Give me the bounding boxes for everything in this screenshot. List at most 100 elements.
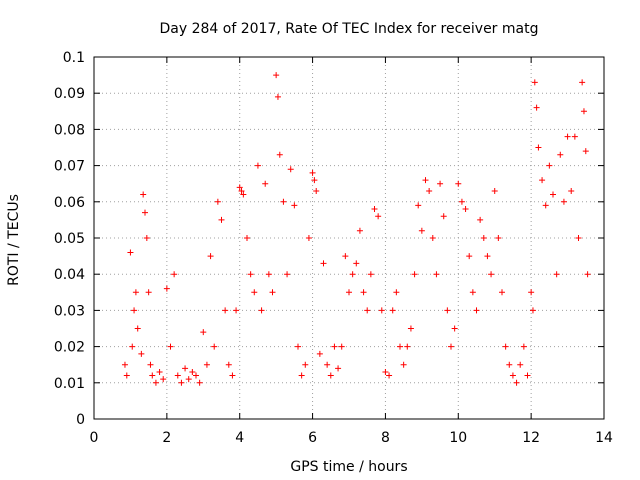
data-point <box>222 307 229 314</box>
y-tick-label: 0.02 <box>54 340 85 356</box>
data-point <box>568 187 575 194</box>
data-point <box>211 343 218 350</box>
data-point <box>265 271 272 278</box>
data-point <box>129 343 136 350</box>
data-point <box>254 162 261 169</box>
data-point <box>238 187 245 194</box>
data-point <box>560 198 567 205</box>
data-point <box>397 343 403 350</box>
data-point <box>178 379 185 386</box>
data-point <box>367 271 374 278</box>
data-point <box>371 206 378 213</box>
data-point <box>244 235 250 241</box>
data-point <box>236 184 243 191</box>
data-point <box>575 235 582 241</box>
data-point <box>451 325 458 332</box>
data-point <box>546 162 553 169</box>
data-point <box>440 213 447 220</box>
data-point <box>214 198 221 205</box>
data-point <box>480 235 487 241</box>
data-point <box>193 372 199 379</box>
y-tick-label: 0.09 <box>54 86 85 102</box>
data-point <box>149 372 156 379</box>
y-axis-label: ROTI / TECUs <box>6 194 22 286</box>
data-point <box>529 307 536 314</box>
data-point <box>539 177 546 184</box>
data-point <box>382 368 389 375</box>
data-point <box>364 307 371 314</box>
data-point <box>524 372 531 379</box>
data-point <box>182 365 189 372</box>
data-point <box>517 361 524 368</box>
y-tick-label: 0 <box>76 412 85 428</box>
data-point <box>311 177 318 184</box>
data-point <box>140 191 147 198</box>
data-point <box>469 289 476 296</box>
data-point <box>143 235 150 241</box>
data-point <box>418 227 425 234</box>
data-point <box>528 289 535 296</box>
data-point <box>509 372 516 379</box>
data-point <box>444 307 451 314</box>
data-point <box>400 361 407 368</box>
grid <box>94 57 604 419</box>
data-point <box>477 216 484 223</box>
data-point <box>356 227 363 234</box>
data-point <box>291 202 298 209</box>
data-point <box>196 379 203 386</box>
data-point <box>499 289 505 296</box>
data-point <box>557 151 564 158</box>
data-point <box>123 372 130 379</box>
x-tick-label: 6 <box>308 430 317 446</box>
data-point <box>240 191 247 198</box>
data-point <box>142 209 148 216</box>
data-point <box>302 361 309 368</box>
data-point <box>262 180 269 187</box>
data-point <box>349 271 356 278</box>
y-tick-label: 0.1 <box>63 50 85 66</box>
axis-ticks: 0 2 4 6 8 10 12 14 0 0.01 0.02 0.03 0.04 0.05 0.06 0.07… <box>54 50 613 446</box>
data-point <box>582 148 589 155</box>
data-point <box>584 271 591 278</box>
data-point <box>273 72 280 79</box>
data-point <box>121 361 128 368</box>
data-point <box>132 289 139 296</box>
data-point <box>415 202 422 209</box>
data-point <box>429 235 436 241</box>
data-point <box>506 361 513 368</box>
data-point <box>233 307 240 314</box>
data-point <box>411 271 418 278</box>
data-point <box>200 329 207 336</box>
data-point <box>542 202 549 209</box>
data-point <box>274 93 281 100</box>
data-point <box>185 376 192 383</box>
data-point <box>407 325 414 332</box>
data-point <box>346 289 352 296</box>
data-point <box>433 271 440 278</box>
data-point <box>305 235 312 241</box>
data-point <box>386 372 393 379</box>
data-point <box>455 180 462 187</box>
data-point <box>335 365 342 372</box>
data-point <box>378 307 385 314</box>
data-point <box>360 289 367 296</box>
data-point <box>316 350 323 357</box>
data-point <box>338 343 345 350</box>
data-point <box>580 108 587 115</box>
x-tick-label: 10 <box>449 430 467 446</box>
data-point <box>531 79 538 86</box>
data-point <box>564 133 571 140</box>
data-point <box>320 260 327 267</box>
data-point <box>298 372 305 379</box>
data-point <box>174 372 181 379</box>
data-point <box>484 253 491 260</box>
data-point <box>134 325 141 332</box>
data-point <box>276 151 283 158</box>
data-point <box>327 372 334 379</box>
y-tick-label: 0.03 <box>54 303 85 319</box>
data-point <box>331 343 338 350</box>
data-point <box>313 187 320 194</box>
y-tick-label: 0.05 <box>54 231 85 247</box>
data-point <box>426 187 433 194</box>
y-tick-label: 0.04 <box>54 267 85 283</box>
